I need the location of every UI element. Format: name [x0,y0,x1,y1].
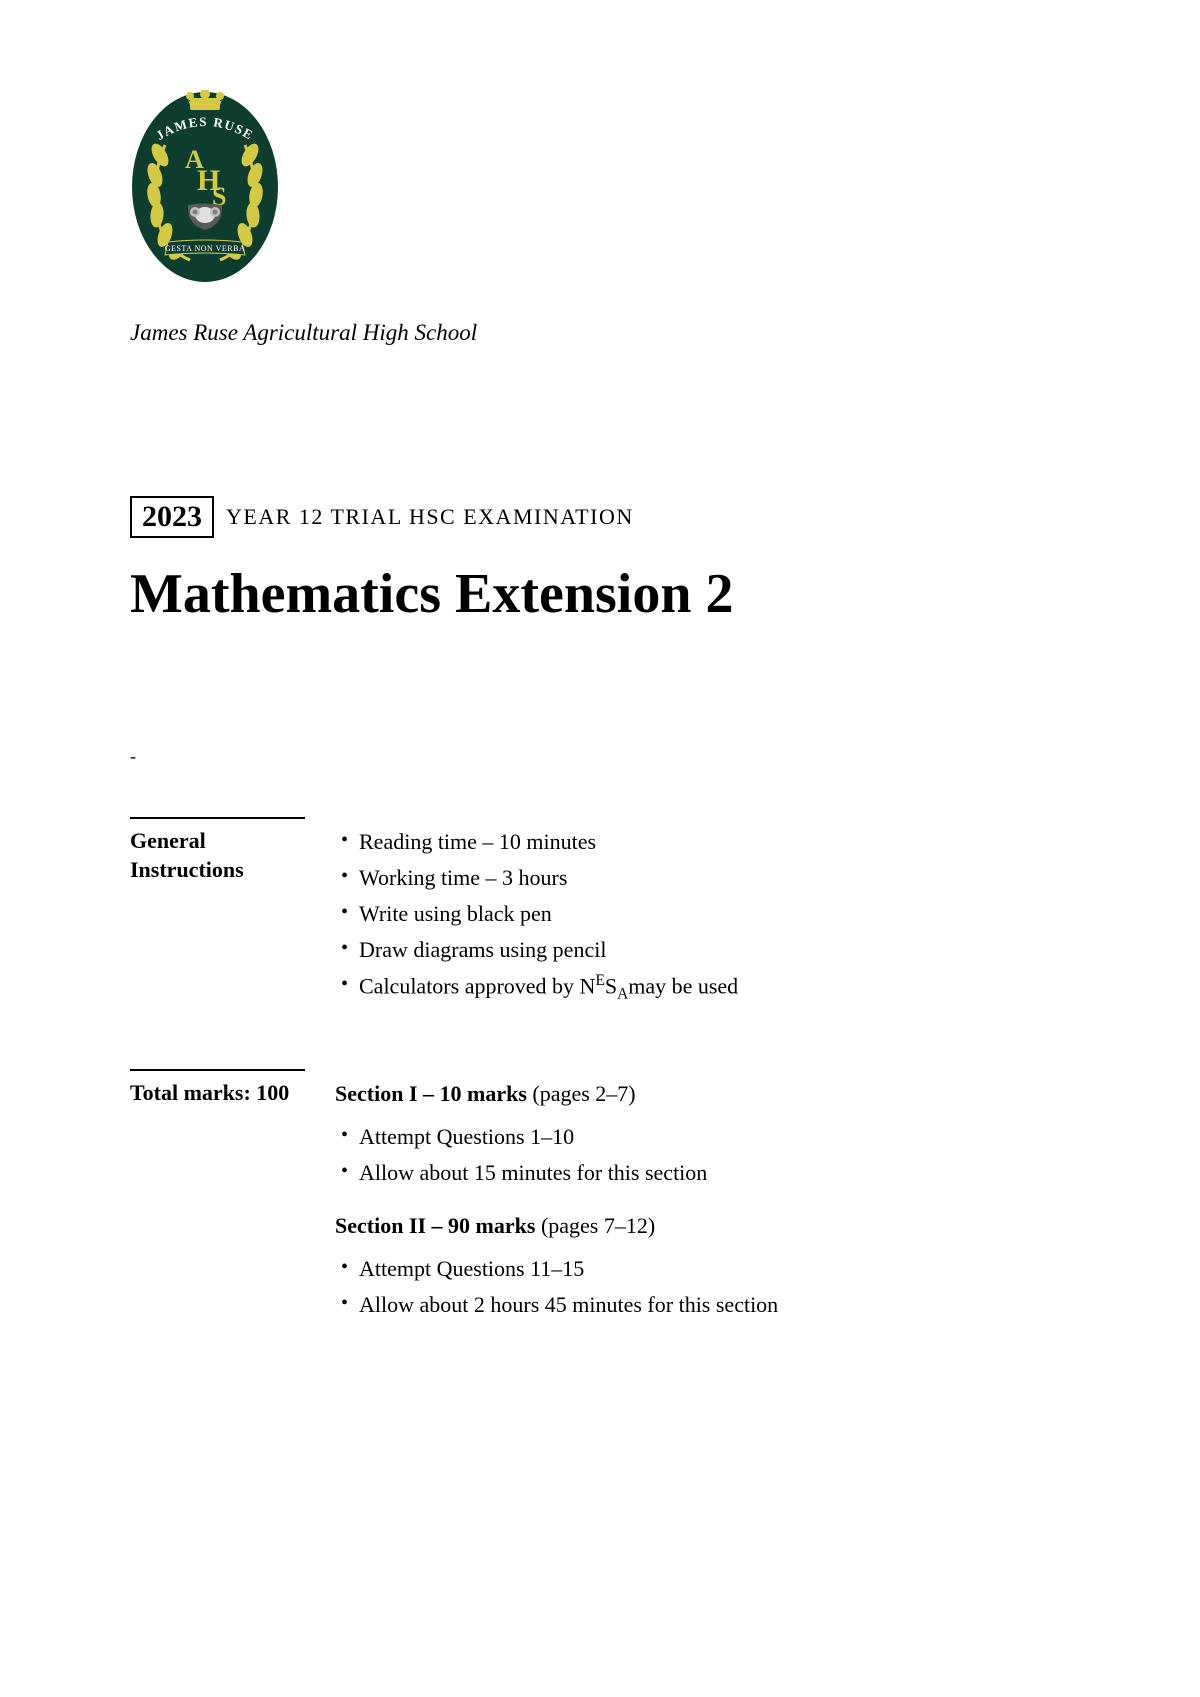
section-1-list: Attempt Questions 1–10 Allow about 15 mi… [335,1120,1070,1189]
list-item: Working time – 3 hours [335,861,1070,894]
list-item: Calculators approved by NESAmay be used [335,969,1070,1006]
dash-mark: - [130,746,1070,767]
general-instructions-list: Reading time – 10 minutes Working time –… [335,825,1070,1006]
general-instructions-block: General Instructions Reading time – 10 m… [130,817,1070,1009]
logo-container: JAMES RUSE A H S [130,90,1070,290]
list-item: Write using black pen [335,897,1070,930]
list-item: Allow about 2 hours 45 minutes for this … [335,1288,1070,1321]
total-marks-block: Total marks: 100 Section I – 10 marks (p… [130,1069,1070,1324]
list-item: Allow about 15 minutes for this section [335,1156,1070,1189]
subject-title: Mathematics Extension 2 [130,562,1070,626]
list-item: Attempt Questions 11–15 [335,1252,1070,1285]
exam-label: YEAR 12 TRIAL HSC EXAMINATION [226,504,634,530]
section-2-title-bold: Section II – 90 marks [335,1213,535,1238]
section-1-title-bold: Section I – 10 marks [335,1081,527,1106]
year-box: 2023 [130,496,214,538]
section-1-title-normal: (pages 2–7) [527,1081,636,1106]
section-2-heading: Section II – 90 marks (pages 7–12) [335,1209,1070,1242]
section-2-title-normal: (pages 7–12) [535,1213,655,1238]
total-marks-label: Total marks: 100 [130,1069,305,1324]
list-item: Attempt Questions 1–10 [335,1120,1070,1153]
section-2-list: Attempt Questions 11–15 Allow about 2 ho… [335,1252,1070,1321]
section-1-heading: Section I – 10 marks (pages 2–7) [335,1077,1070,1110]
svg-text:GESTA NON VERBA: GESTA NON VERBA [165,244,246,253]
school-logo: JAMES RUSE A H S [130,90,280,285]
list-item: Draw diagrams using pencil [335,933,1070,966]
year-exam-row: 2023 YEAR 12 TRIAL HSC EXAMINATION [130,496,1070,538]
total-marks-content: Section I – 10 marks (pages 2–7) Attempt… [335,1069,1070,1324]
general-instructions-content: Reading time – 10 minutes Working time –… [335,817,1070,1009]
general-instructions-label: General Instructions [130,817,305,1009]
list-item: Reading time – 10 minutes [335,825,1070,858]
school-name: James Ruse Agricultural High School [130,320,1070,346]
